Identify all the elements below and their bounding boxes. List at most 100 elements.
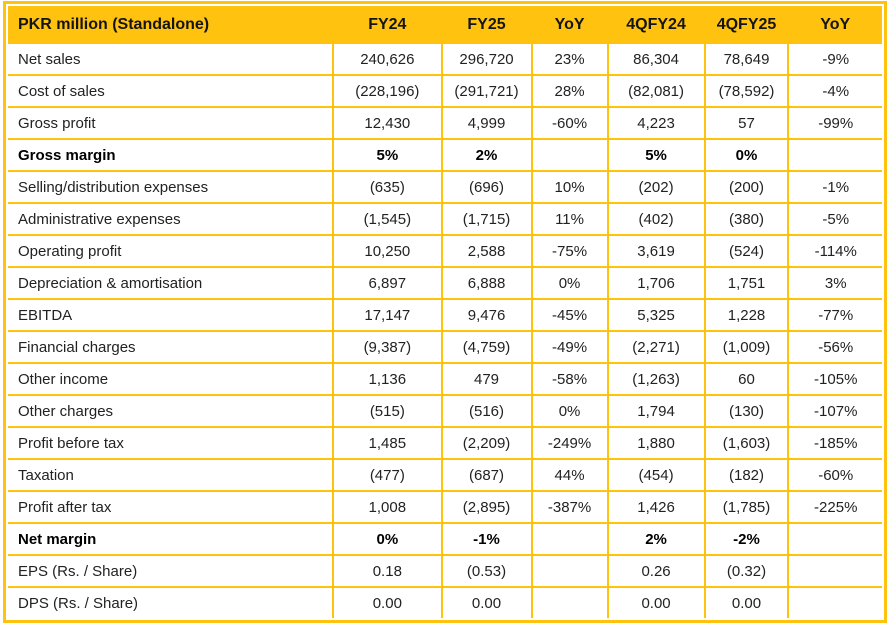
table-row: Profit after tax 1,008 (2,895) -387% 1,426 (1… bbox=[8, 491, 882, 524]
row-label: DPS (Rs. / Share) bbox=[8, 587, 335, 618]
cell-value: 0% bbox=[531, 267, 609, 300]
cell-value: 60 bbox=[704, 363, 790, 396]
cell-value: (380) bbox=[704, 203, 790, 236]
cell-value: 57 bbox=[704, 107, 790, 140]
cell-value: -114% bbox=[788, 235, 882, 268]
cell-value: 1,485 bbox=[333, 427, 443, 460]
cell-value: 0.18 bbox=[333, 555, 443, 588]
cell-value: -99% bbox=[788, 107, 882, 140]
results-table: PKR million (Standalone) FY24 FY25 YoY 4… bbox=[8, 6, 882, 618]
col-header-yoy-quarterly: YoY bbox=[788, 6, 882, 44]
cell-value: (82,081) bbox=[607, 75, 706, 108]
row-label: Operating profit bbox=[8, 235, 335, 268]
cell-value: (1,603) bbox=[704, 427, 790, 460]
cell-value: -60% bbox=[531, 107, 609, 140]
table-row: Financial charges (9,387) (4,759) -49% (2,27… bbox=[8, 331, 882, 364]
cell-value: -105% bbox=[788, 363, 882, 396]
cell-value: (687) bbox=[441, 459, 533, 492]
col-header-4qfy24: 4QFY24 bbox=[607, 6, 705, 44]
cell-value: 6,888 bbox=[441, 267, 533, 300]
row-label: Taxation bbox=[8, 459, 335, 492]
cell-value bbox=[531, 555, 609, 588]
cell-value: 28% bbox=[531, 75, 609, 108]
cell-value: (291,721) bbox=[441, 75, 533, 108]
col-header-fy25: FY25 bbox=[441, 6, 532, 44]
cell-value: 479 bbox=[441, 363, 533, 396]
cell-value: 3% bbox=[788, 267, 882, 300]
cell-value: 11% bbox=[531, 203, 609, 236]
cell-value: (202) bbox=[607, 171, 706, 204]
cell-value: (1,263) bbox=[607, 363, 706, 396]
row-label: Cost of sales bbox=[8, 75, 335, 108]
cell-value: (130) bbox=[704, 395, 790, 428]
table-row: Net margin 0% -1% 2% -2% bbox=[8, 523, 882, 556]
cell-value: 10,250 bbox=[333, 235, 443, 268]
cell-value: (1,785) bbox=[704, 491, 790, 524]
cell-value: -58% bbox=[531, 363, 609, 396]
cell-value: -4% bbox=[788, 75, 882, 108]
cell-value: 23% bbox=[531, 44, 609, 76]
row-label: Depreciation & amortisation bbox=[8, 267, 335, 300]
table-row: Other charges (515) (516) 0% 1,794 (130) -107% bbox=[8, 395, 882, 428]
cell-value: -185% bbox=[788, 427, 882, 460]
cell-value: 0.00 bbox=[704, 587, 790, 618]
cell-value: (0.53) bbox=[441, 555, 533, 588]
cell-value: -77% bbox=[788, 299, 882, 332]
row-label: Profit before tax bbox=[8, 427, 335, 460]
cell-value: (696) bbox=[441, 171, 533, 204]
cell-value: 10% bbox=[531, 171, 609, 204]
cell-value: -9% bbox=[788, 44, 882, 76]
cell-value: -2% bbox=[704, 523, 790, 556]
cell-value: 12,430 bbox=[333, 107, 443, 140]
cell-value: (2,895) bbox=[441, 491, 533, 524]
cell-value: -60% bbox=[788, 459, 882, 492]
cell-value: (200) bbox=[704, 171, 790, 204]
cell-value: 4,999 bbox=[441, 107, 533, 140]
cell-value: 1,880 bbox=[607, 427, 706, 460]
cell-value bbox=[788, 555, 882, 588]
row-label: EBITDA bbox=[8, 299, 335, 332]
financial-results-table: PKR million (Standalone) FY24 FY25 YoY 4… bbox=[3, 1, 887, 623]
cell-value: -225% bbox=[788, 491, 882, 524]
cell-value: 1,751 bbox=[704, 267, 790, 300]
cell-value: (182) bbox=[704, 459, 790, 492]
cell-value: 0.00 bbox=[607, 587, 706, 618]
cell-value: (635) bbox=[333, 171, 443, 204]
cell-value: -49% bbox=[531, 331, 609, 364]
table-row: Operating profit 10,250 2,588 -75% 3,619 (524… bbox=[8, 235, 882, 268]
cell-value: 44% bbox=[531, 459, 609, 492]
table-row: EBITDA 17,147 9,476 -45% 5,325 1,228 -77% bbox=[8, 299, 882, 332]
cell-value: 0% bbox=[333, 523, 443, 556]
table-row: DPS (Rs. / Share) 0.00 0.00 0.00 0.00 bbox=[8, 587, 882, 618]
cell-value bbox=[531, 139, 609, 172]
cell-value: (2,209) bbox=[441, 427, 533, 460]
cell-value bbox=[531, 523, 609, 556]
row-label: Gross profit bbox=[8, 107, 335, 140]
table-row: Gross profit 12,430 4,999 -60% 4,223 57 -99% bbox=[8, 107, 882, 140]
cell-value: -387% bbox=[531, 491, 609, 524]
cell-value: (4,759) bbox=[441, 331, 533, 364]
cell-value bbox=[788, 139, 882, 172]
cell-value: -75% bbox=[531, 235, 609, 268]
col-header-fy24: FY24 bbox=[333, 6, 442, 44]
cell-value: (1,009) bbox=[704, 331, 790, 364]
cell-value: 296,720 bbox=[441, 44, 533, 76]
cell-value: (454) bbox=[607, 459, 706, 492]
cell-value: 2% bbox=[607, 523, 706, 556]
cell-value: 5,325 bbox=[607, 299, 706, 332]
cell-value: 9,476 bbox=[441, 299, 533, 332]
cell-value: (516) bbox=[441, 395, 533, 428]
cell-value: (78,592) bbox=[704, 75, 790, 108]
cell-value: -56% bbox=[788, 331, 882, 364]
cell-value: 1,794 bbox=[607, 395, 706, 428]
table-row: Selling/distribution expenses (635) (696) 1… bbox=[8, 171, 882, 204]
cell-value: -45% bbox=[531, 299, 609, 332]
row-label: Administrative expenses bbox=[8, 203, 335, 236]
cell-value: 0.00 bbox=[441, 587, 533, 618]
cell-value: -1% bbox=[788, 171, 882, 204]
cell-value: 5% bbox=[333, 139, 443, 172]
row-label: Selling/distribution expenses bbox=[8, 171, 335, 204]
cell-value: (2,271) bbox=[607, 331, 706, 364]
cell-value: (515) bbox=[333, 395, 443, 428]
